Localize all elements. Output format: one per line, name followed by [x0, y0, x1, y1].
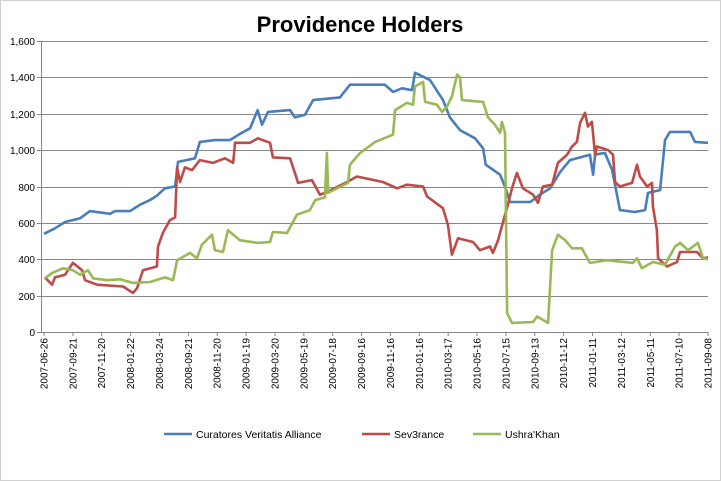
x-tick-label: 2009-11-16	[386, 338, 397, 389]
x-tick-label: 2011-09-08	[704, 338, 715, 389]
legend-label: Ushra'Khan	[505, 429, 560, 441]
y-tick-label: 1,200	[10, 110, 35, 121]
x-tick-label: 2011-01-11	[588, 338, 599, 388]
y-tick-label: 800	[18, 183, 35, 194]
y-tick-label: 400	[18, 255, 35, 266]
x-tick-label: 2009-07-18	[328, 338, 339, 390]
x-tick-label: 2010-09-13	[530, 338, 541, 390]
y-tick-label: 200	[18, 292, 35, 303]
x-tick-label: 2010-03-17	[444, 338, 455, 390]
x-tick-label: 2009-01-19	[242, 338, 253, 390]
x-tick-label: 2011-07-10	[675, 338, 686, 389]
x-tick-label: 2007-09-21	[68, 338, 79, 390]
y-tick-label: 1,000	[10, 146, 35, 157]
series-lines	[43, 71, 709, 325]
x-tick-label: 2011-03-12	[617, 338, 628, 389]
x-axis-ticks: 2007-06-26 2007-09-21 2007-11-20 2008-01-22…	[40, 332, 715, 389]
legend-label: Curatores Veritatis Alliance	[196, 429, 322, 441]
legend-label: Sev3rance	[394, 429, 444, 441]
series-line-2	[44, 73, 709, 325]
x-tick-label: 2010-05-16	[473, 338, 484, 390]
series-line-0	[43, 71, 709, 235]
y-tick-label: 1,600	[10, 37, 35, 48]
x-tick-label: 2008-09-21	[184, 338, 195, 390]
x-tick-label: 2010-01-16	[415, 338, 426, 390]
gridlines	[41, 41, 708, 333]
y-tick-label: 0	[29, 328, 35, 339]
x-tick-label: 2008-03-24	[155, 338, 166, 390]
x-tick-label: 2009-03-20	[270, 338, 281, 390]
x-tick-label: 2007-11-20	[97, 338, 108, 389]
x-tick-label: 2007-06-26	[40, 338, 51, 390]
x-tick-label: 2011-05-11	[646, 338, 657, 388]
x-tick-label: 2010-07-15	[501, 338, 512, 390]
x-tick-label: 2008-01-22	[126, 338, 137, 390]
legend: Curatores Veritatis Alliance Sev3rance Ush…	[164, 429, 560, 441]
x-tick-label: 2009-09-16	[357, 338, 368, 390]
series-line-1	[43, 111, 709, 295]
y-axis-ticks: 0 200 400 600 800 1,000 1,200 1,400 1,600	[10, 37, 41, 339]
x-tick-label: 2009-05-19	[299, 338, 310, 390]
x-tick-label: 2010-11-12	[559, 338, 570, 389]
axes	[41, 41, 708, 333]
y-tick-label: 600	[18, 219, 35, 230]
chart-title: Providence Holders	[257, 12, 464, 37]
x-tick-label: 2008-11-20	[213, 338, 224, 389]
y-tick-label: 1,400	[10, 73, 35, 84]
